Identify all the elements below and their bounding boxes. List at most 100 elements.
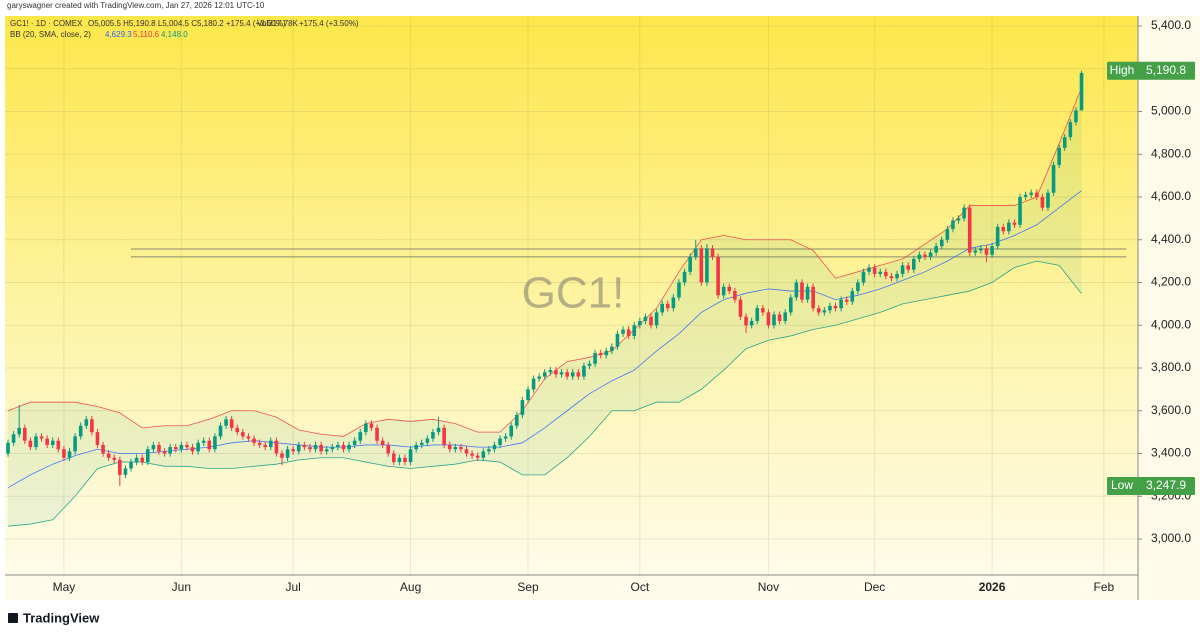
candle-body (503, 436, 508, 439)
candle-body (822, 310, 827, 313)
x-tick-label: Jun (172, 580, 191, 594)
candle (112, 454, 117, 464)
candle-body (6, 442, 10, 454)
candle (118, 456, 122, 487)
candle (984, 245, 989, 263)
candle (844, 296, 849, 305)
candle (626, 326, 631, 340)
candle-body (291, 449, 295, 452)
x-tick-label: Jul (285, 580, 300, 594)
candle (721, 283, 726, 299)
candle (347, 441, 351, 453)
candle (705, 244, 709, 286)
candle (945, 225, 950, 243)
candle-body (179, 444, 184, 450)
candle-body (319, 444, 323, 452)
candle-body (788, 297, 793, 313)
candle-body (1018, 197, 1022, 225)
candle (1001, 223, 1006, 235)
candle (397, 454, 402, 466)
candle-body (62, 449, 66, 458)
candle (168, 443, 172, 457)
candle-body (744, 316, 748, 326)
candle-body (386, 444, 391, 454)
candle-body (923, 254, 927, 257)
candle (884, 268, 888, 280)
candle-body (844, 299, 849, 302)
candle-body (565, 372, 569, 377)
candle (157, 441, 161, 455)
candle-body (727, 286, 732, 292)
candle-body (1057, 147, 1061, 165)
candle (386, 441, 391, 457)
candle (738, 296, 743, 320)
candle (727, 283, 732, 295)
candle-body (570, 372, 575, 377)
candle (822, 307, 827, 316)
candle (302, 441, 307, 451)
candle-body (537, 376, 541, 379)
candle-body (274, 440, 279, 454)
candle (526, 386, 530, 404)
candle (352, 437, 357, 449)
candle (241, 428, 245, 440)
candle (1034, 189, 1039, 201)
candle (1057, 144, 1061, 169)
candle-body (218, 425, 223, 437)
candle-body (50, 440, 55, 445)
candle-body (761, 308, 765, 313)
candle (610, 343, 614, 355)
candle-body (856, 282, 860, 292)
candle (285, 446, 290, 461)
candle-body (90, 419, 94, 433)
grid (5, 16, 1138, 575)
candle-body (56, 440, 61, 450)
candle (895, 270, 899, 282)
candle-body (73, 436, 77, 452)
candle-body (671, 297, 676, 309)
candle (151, 441, 156, 453)
candle-body (498, 438, 502, 445)
candle (45, 435, 49, 449)
candle-body (520, 400, 525, 416)
candle (134, 454, 139, 466)
candle (1046, 189, 1050, 211)
candle-body (749, 320, 754, 326)
candle (1051, 161, 1056, 196)
candle (1023, 191, 1028, 201)
candle-body (850, 291, 855, 302)
candle (990, 242, 994, 258)
y-tick-label: 4,800.0 (1151, 146, 1191, 160)
candle (22, 424, 27, 444)
candle (6, 439, 10, 457)
volume: Vol317.78K (257, 19, 299, 28)
candle (956, 215, 961, 224)
candle-body (45, 438, 49, 445)
candle-body (185, 444, 189, 448)
candle (28, 437, 33, 451)
candle-body (106, 453, 111, 458)
candle-body (833, 306, 838, 309)
candle (660, 300, 664, 316)
candle-body (168, 447, 172, 454)
candle (17, 404, 22, 438)
candle (84, 416, 89, 429)
candle (185, 441, 189, 451)
candle (951, 217, 955, 233)
candle-body (598, 353, 603, 356)
candle (570, 369, 575, 380)
candle (34, 433, 38, 451)
candle (939, 236, 944, 250)
candle-body (772, 314, 776, 326)
x-tick-label: Dec (864, 580, 885, 594)
candle (442, 424, 446, 449)
candle-body (839, 299, 843, 309)
candle (554, 366, 558, 378)
x-tick-label: May (53, 580, 76, 594)
candle-body (84, 419, 89, 426)
candle-body (917, 254, 922, 259)
candle-body (285, 449, 290, 458)
candle-body (302, 444, 307, 448)
candle (889, 272, 894, 282)
candle (274, 437, 279, 457)
